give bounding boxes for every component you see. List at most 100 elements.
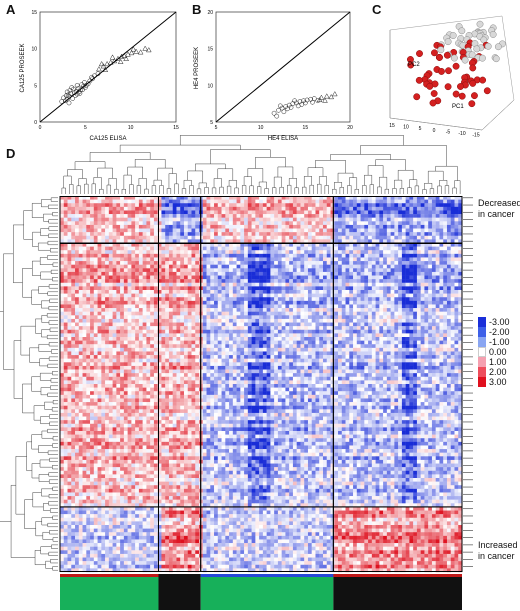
heatmap-cell: [315, 268, 320, 273]
heatmap-cell: [443, 261, 448, 265]
heatmap-cell: [120, 261, 125, 265]
heatmap-cell: [214, 235, 218, 240]
heatmap-cell: [187, 293, 192, 298]
heatmap-cell: [311, 268, 316, 273]
heatmap-cell: [292, 221, 297, 226]
heatmap-cell: [364, 250, 369, 255]
heatmap-cell: [413, 250, 418, 255]
heatmap-cell: [176, 206, 181, 211]
heatmap-cell: [63, 279, 68, 283]
heatmap-cell: [195, 318, 200, 323]
heatmap-cell: [405, 246, 410, 251]
heatmap-cell: [63, 196, 68, 200]
heatmap-cell: [319, 300, 324, 305]
heatmap-cell: [142, 214, 147, 218]
heatmap-cell: [75, 203, 79, 208]
heatmap-cell: [244, 214, 249, 218]
heatmap-cell: [142, 210, 147, 215]
heatmap-cell: [176, 235, 181, 240]
heatmap-cell: [292, 275, 297, 280]
heatmap-cell: [251, 206, 256, 211]
heatmap-cell: [401, 282, 406, 287]
heatmap-cell: [150, 243, 155, 247]
heatmap-cell: [341, 286, 346, 291]
heatmap-cell: [341, 217, 346, 222]
heatmap-cell: [446, 232, 451, 236]
heatmap-cell: [289, 224, 294, 229]
heatmap-cell: [420, 297, 425, 302]
heatmap-cell: [368, 228, 373, 233]
heatmap-cell: [183, 322, 188, 327]
heatmap-cell: [371, 235, 376, 240]
heatmap-cell: [146, 293, 151, 298]
heatmap-cell: [259, 340, 264, 345]
heatmap-cell: [398, 300, 403, 305]
heatmap-cell: [322, 235, 327, 240]
heatmap-cell: [356, 232, 361, 236]
heatmap-cell: [454, 210, 459, 215]
heatmap-cell: [157, 315, 162, 320]
heatmap-cell: [240, 264, 245, 269]
heatmap-cell: [405, 235, 410, 240]
y-tick-label: 20: [207, 10, 213, 16]
dendrogram-branch: [40, 271, 53, 280]
heatmap-cell: [443, 337, 448, 341]
heatmap-cell: [214, 253, 218, 258]
heatmap-cell: [266, 217, 271, 222]
heatmap-cell: [353, 210, 358, 215]
heatmap-cell: [78, 250, 83, 255]
heatmap-cell: [90, 329, 95, 334]
heatmap-cell: [105, 290, 110, 294]
dendrogram-branch: [43, 503, 51, 511]
heatmap-cell: [446, 261, 451, 265]
heatmap-cell: [274, 246, 279, 251]
heatmap-cell: [251, 322, 256, 327]
heatmap-cell: [214, 243, 218, 247]
heatmap-cell: [232, 286, 237, 291]
heatmap-cell: [326, 282, 331, 287]
heatmap-cell: [108, 344, 113, 349]
heatmap-cell: [221, 329, 226, 334]
heatmap-cell: [311, 206, 316, 211]
heatmap-cell: [277, 199, 282, 204]
heatmap-cell: [97, 286, 102, 291]
heatmap-cell: [446, 275, 451, 280]
heatmap-cell: [409, 210, 414, 215]
heatmap-cell: [413, 232, 418, 236]
heatmap-cell: [450, 203, 455, 208]
heatmap-cell: [405, 275, 410, 280]
heatmap-cell: [206, 333, 211, 338]
heatmap-cell: [255, 232, 260, 236]
heatmap-cell: [364, 286, 369, 291]
heatmap-cell: [262, 290, 267, 294]
heatmap-cell: [165, 228, 170, 233]
heatmap-cell: [270, 232, 275, 236]
heatmap-cell: [236, 196, 241, 200]
heatmap-cell: [112, 304, 117, 309]
heatmap-cell: [262, 329, 267, 334]
pca-point: [492, 55, 500, 63]
heatmap-cell: [349, 221, 354, 226]
heatmap-cell: [153, 344, 158, 349]
heatmap-cell: [435, 268, 440, 273]
heatmap-cell: [428, 224, 433, 229]
heatmap-cell: [262, 250, 267, 255]
heatmap-cell: [289, 279, 294, 283]
heatmap-cell: [146, 228, 151, 233]
heatmap-cell: [247, 282, 252, 287]
heatmap-cell: [375, 326, 380, 330]
heatmap-cell: [326, 333, 331, 338]
heatmap-cell: [97, 246, 102, 251]
heatmap-cell: [123, 203, 128, 208]
heatmap-cell: [251, 286, 256, 291]
heatmap-cell: [311, 217, 316, 222]
heatmap-cell: [153, 286, 158, 291]
heatmap-cell: [97, 221, 102, 226]
heatmap-cell: [236, 235, 241, 240]
dendrogram-branch: [399, 188, 405, 194]
heatmap-cell: [221, 290, 226, 294]
heatmap-cell: [353, 311, 358, 316]
heatmap-cell: [307, 318, 312, 323]
heatmap-cell: [341, 264, 346, 269]
pca-point: [452, 90, 460, 98]
